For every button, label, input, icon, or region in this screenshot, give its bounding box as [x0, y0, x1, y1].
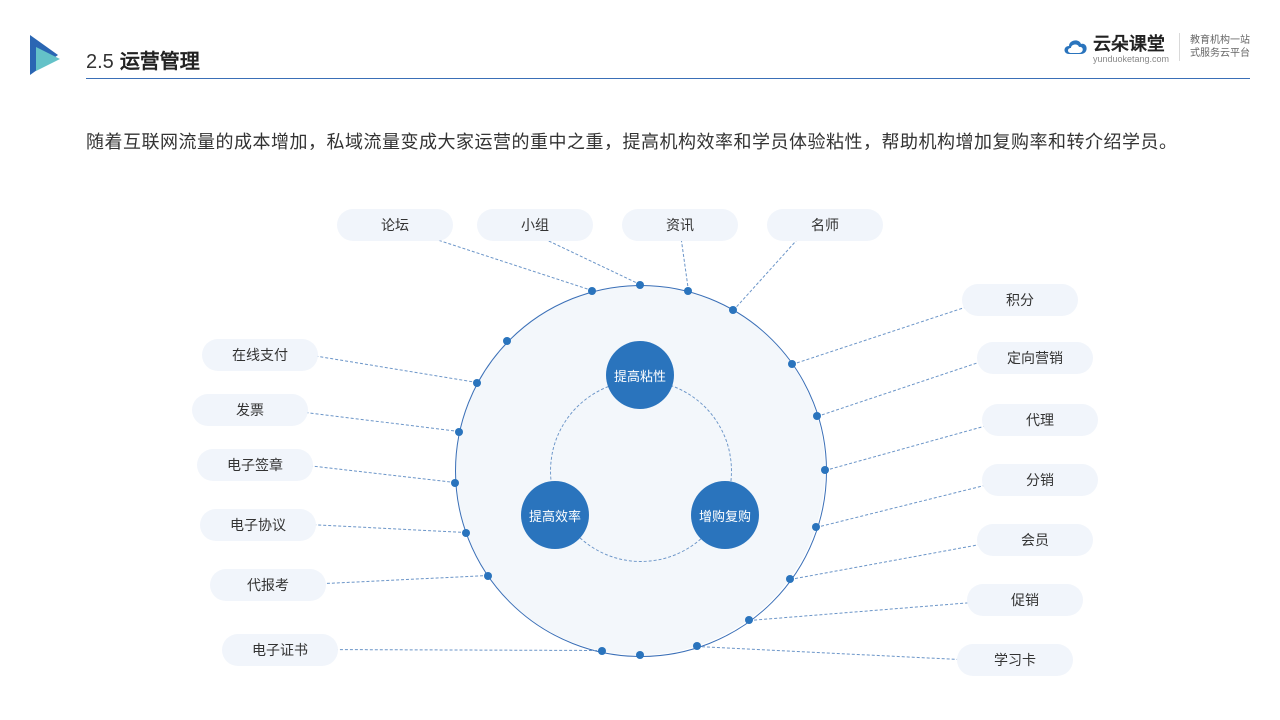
connector: [535, 234, 640, 285]
ring-dot: [503, 337, 511, 345]
connector: [325, 649, 602, 651]
pill-distrib: 分销: [982, 464, 1098, 496]
pill-esign: 电子签章: [197, 449, 313, 481]
corner-play-icon: [30, 35, 64, 80]
connector: [749, 600, 993, 621]
ring-dot: [812, 523, 820, 531]
section-title: 运营管理: [120, 45, 200, 74]
pill-agent: 代理: [982, 404, 1098, 436]
brand-tag: 教育机构一站 式服务云平台: [1190, 34, 1250, 60]
pill-online-pay: 在线支付: [202, 339, 318, 371]
center-node-stickiness: 提高粘性: [606, 341, 674, 409]
connector: [308, 575, 489, 585]
ring-dot: [462, 529, 470, 537]
connector: [790, 540, 1001, 580]
brand-tag-l2: 式服务云平台: [1190, 47, 1250, 60]
ring-dot: [636, 651, 644, 659]
ring-dot: [588, 287, 596, 295]
connector: [420, 234, 592, 291]
ring-dot: [473, 379, 481, 387]
brand-tag-l1: 教育机构一站: [1190, 34, 1250, 47]
ring-dot: [745, 616, 753, 624]
ring-dot: [821, 466, 829, 474]
pill-points: 积分: [962, 284, 1078, 316]
ring-dot: [813, 412, 821, 420]
ring-dot: [684, 287, 692, 295]
connector: [303, 524, 466, 533]
ring-dot: [788, 360, 796, 368]
center-node-efficiency: 提高效率: [521, 481, 589, 549]
slide: 云朵课堂 yunduoketang.com 教育机构一站 式服务云平台 2.5 …: [0, 0, 1280, 720]
pill-exam-proxy: 代报考: [210, 569, 326, 601]
outer-fill-circle: [455, 285, 825, 655]
connector: [825, 420, 1005, 471]
pill-dm: 定向营销: [977, 342, 1093, 374]
center-node-repurchase: 增购复购: [691, 481, 759, 549]
cloud-icon: [1061, 36, 1089, 58]
pill-promo: 促销: [967, 584, 1083, 616]
connector: [305, 354, 477, 383]
connector: [733, 235, 801, 310]
ring-dot: [598, 647, 606, 655]
inner-dashed-ring: [550, 380, 732, 562]
brand-block: 云朵课堂 yunduoketang.com 教育机构一站 式服务云平台: [1061, 30, 1250, 64]
brand-logo: 云朵课堂 yunduoketang.com: [1061, 30, 1169, 64]
outer-ring: [455, 285, 827, 657]
connector: [697, 646, 980, 661]
ring-dot: [729, 306, 737, 314]
title-underline: [86, 78, 1250, 79]
brand-sub: yunduoketang.com: [1093, 54, 1169, 64]
pill-news: 资讯: [622, 209, 738, 241]
connector: [285, 409, 459, 432]
connector: [792, 300, 986, 365]
ring-dot: [484, 572, 492, 580]
section-number: 2.5: [86, 51, 114, 74]
ring-dot: [636, 281, 644, 289]
description: 随着互联网流量的成本增加，私域流量变成大家运营的重中之重，提高机构效率和学员体验…: [86, 125, 1220, 159]
pill-studycard: 学习卡: [957, 644, 1073, 676]
ring-dot: [693, 642, 701, 650]
connector: [816, 480, 1005, 528]
pill-ecert: 电子证书: [222, 634, 338, 666]
diagram: 提高粘性提高效率 增购复购 论坛小组资讯名师在线支付发票电子签章电子协议代报考电子证…: [0, 0, 1280, 720]
connector: [817, 358, 990, 417]
pill-forum: 论坛: [337, 209, 453, 241]
pill-group: 小组: [477, 209, 593, 241]
brand-name: 云朵课堂: [1093, 30, 1169, 56]
connector: [680, 235, 689, 291]
pill-invoice: 发票: [192, 394, 308, 426]
pill-member: 会员: [977, 524, 1093, 556]
pill-teacher: 名师: [767, 209, 883, 241]
ring-dot: [786, 575, 794, 583]
ring-dot: [451, 479, 459, 487]
connector: [300, 464, 456, 483]
title-row: 2.5 运营管理: [86, 45, 200, 74]
brand-divider: [1179, 33, 1180, 61]
ring-dot: [455, 428, 463, 436]
pill-eagreement: 电子协议: [200, 509, 316, 541]
